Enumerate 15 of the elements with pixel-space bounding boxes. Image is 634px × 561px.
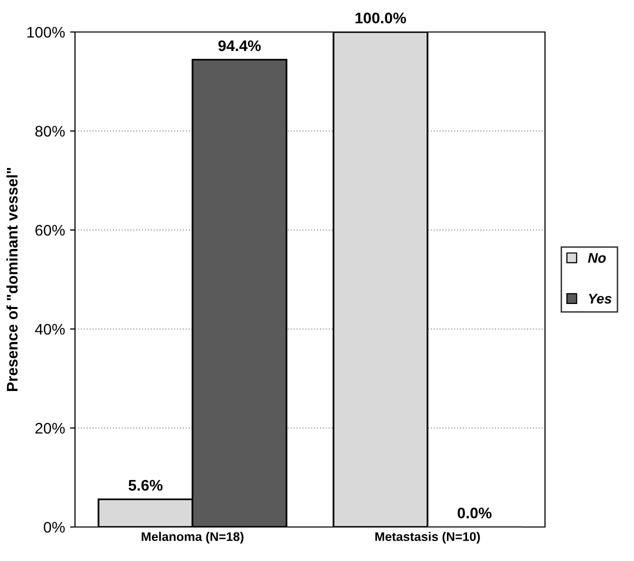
- data-label: 5.6%: [128, 480, 163, 491]
- y-tick-label: 100%: [27, 26, 65, 38]
- data-label: 94.4%: [218, 40, 261, 52]
- x-tick-label: Melanoma (N=18): [142, 532, 244, 544]
- y-axis-title: Presence of "dominant vessel": [6, 168, 18, 391]
- data-label: 100.0%: [356, 12, 406, 24]
- legend-label: Yes: [588, 294, 612, 304]
- legend-label: No: [588, 253, 606, 263]
- y-tick-label: 40%: [35, 324, 65, 335]
- x-tick-label: Metastasis (N=10): [375, 532, 480, 544]
- y-tick-label: 20%: [35, 422, 65, 434]
- y-tick-label: 80%: [35, 126, 65, 137]
- y-tick-label: 60%: [35, 224, 65, 236]
- y-tick-label: 0%: [44, 522, 65, 533]
- data-label: 0.0%: [458, 508, 492, 518]
